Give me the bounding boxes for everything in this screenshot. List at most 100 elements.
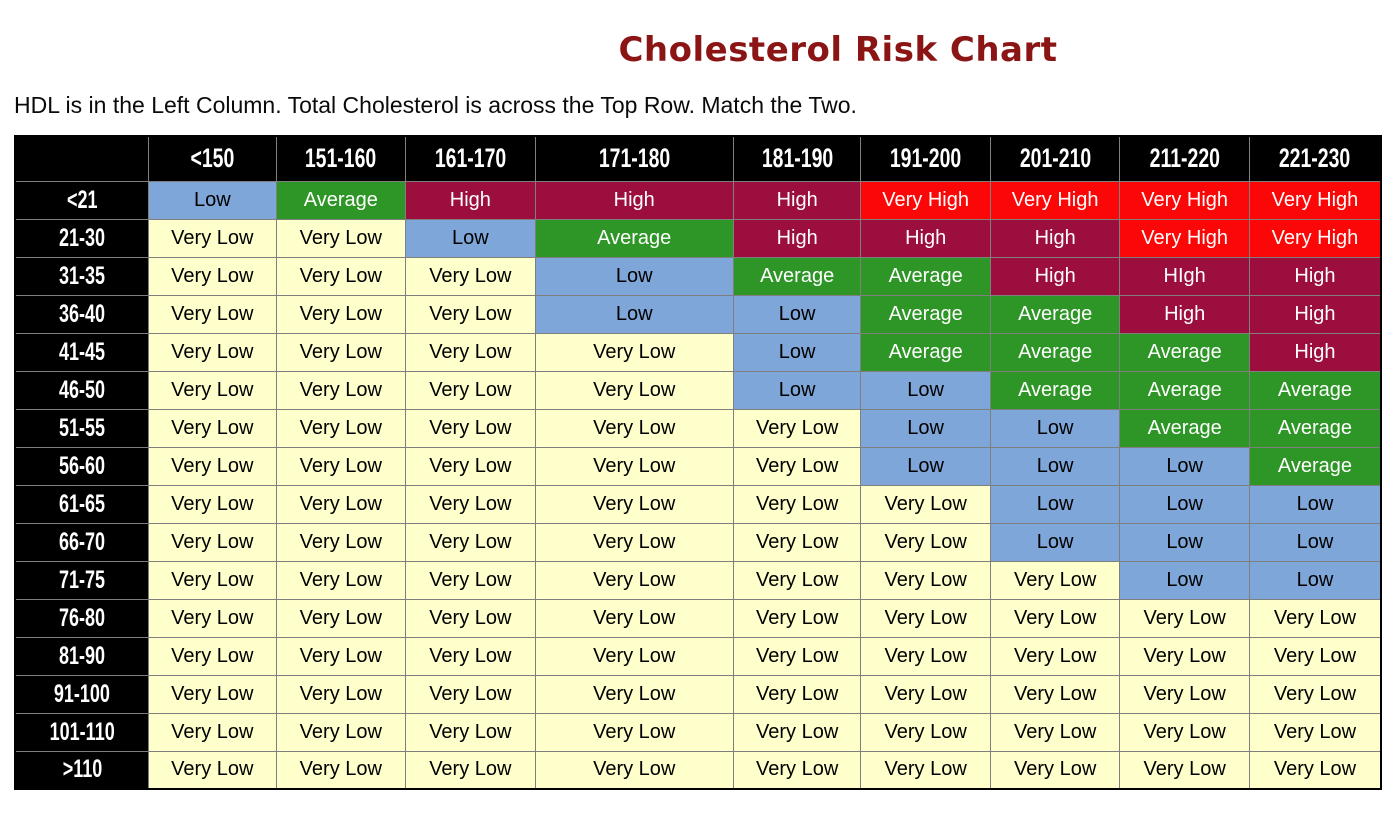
table-row: 31-35 Very Low Very Low Very Low Low Average A…	[14, 256, 1382, 296]
risk-cell: Very Low	[148, 560, 277, 600]
table-row: 71-75 Very Low Very Low Very Low Very Low Ver…	[14, 560, 1382, 600]
risk-cell: Very High	[1248, 180, 1382, 220]
risk-cell: Very Low	[534, 674, 734, 714]
risk-cell: Very Low	[405, 370, 536, 410]
corner-cell	[14, 135, 150, 182]
row-header-hdl: 91-100	[14, 674, 150, 714]
risk-cell: Very Low	[148, 750, 277, 790]
risk-cell: Average	[1248, 408, 1382, 448]
risk-cell: Very Low	[860, 750, 991, 790]
risk-cell: Very Low	[148, 294, 277, 334]
risk-cell: Very Low	[534, 750, 734, 790]
risk-cell: Very Low	[275, 712, 407, 752]
table-row: 51-55 Very Low Very Low Very Low Very Low Ver…	[14, 408, 1382, 448]
risk-cell: Very Low	[534, 332, 734, 372]
risk-cell: Low	[1119, 560, 1250, 600]
risk-cell: High	[405, 180, 536, 220]
risk-cell: Very Low	[1248, 712, 1382, 752]
risk-cell: Very Low	[1119, 636, 1250, 676]
row-header-hdl: 51-55	[14, 408, 150, 448]
col-header: 221-230	[1248, 135, 1382, 182]
risk-cell: Low	[1119, 484, 1250, 524]
risk-cell: Average	[989, 332, 1121, 372]
col-header: 151-160	[275, 135, 407, 182]
table-row: 41-45 Very Low Very Low Very Low Very Low Low…	[14, 332, 1382, 372]
risk-cell: Average	[860, 332, 991, 372]
risk-cell: Very Low	[534, 636, 734, 676]
risk-cell: High	[860, 218, 991, 258]
risk-cell: Very Low	[1119, 674, 1250, 714]
table-row: 46-50 Very Low Very Low Very Low Very Low Low…	[14, 370, 1382, 410]
risk-cell: High	[534, 180, 734, 220]
risk-cell: Very Low	[989, 636, 1121, 676]
risk-cell: Low	[1119, 522, 1250, 562]
risk-cell: Very Low	[148, 522, 277, 562]
col-header: 211-220	[1119, 135, 1250, 182]
row-header-hdl: 36-40	[14, 294, 150, 334]
risk-cell: Average	[860, 294, 991, 334]
risk-cell: High	[732, 180, 862, 220]
risk-cell: Very Low	[732, 712, 862, 752]
risk-cell: Very Low	[275, 370, 407, 410]
risk-cell: Average	[989, 294, 1121, 334]
risk-cell: High	[1119, 294, 1250, 334]
risk-cell: Low	[732, 294, 862, 334]
risk-cell: Very Low	[534, 560, 734, 600]
risk-cell: Average	[275, 180, 407, 220]
table-row: <21 Low Average High High High Very High Very H…	[14, 180, 1382, 220]
risk-cell: Low	[148, 180, 277, 220]
risk-cell: Very Low	[275, 674, 407, 714]
col-header: 201-210	[989, 135, 1121, 182]
table-row: 66-70 Very Low Very Low Very Low Very Low Ver…	[14, 522, 1382, 562]
risk-cell: Very Low	[275, 218, 407, 258]
risk-cell: Very Low	[989, 598, 1121, 638]
risk-cell: Very Low	[148, 636, 277, 676]
risk-cell: Very Low	[405, 712, 536, 752]
risk-cell: Very Low	[405, 560, 536, 600]
table-row: >110 Very Low Very Low Very Low Very Low Very…	[14, 750, 1382, 790]
risk-cell: Very Low	[534, 484, 734, 524]
risk-cell: Very Low	[732, 598, 862, 638]
row-header-hdl: 76-80	[14, 598, 150, 638]
risk-cell: Average	[1119, 408, 1250, 448]
risk-cell: Very Low	[732, 636, 862, 676]
risk-cell: Low	[1248, 522, 1382, 562]
row-header-hdl: >110	[14, 750, 150, 790]
risk-cell: Low	[1119, 446, 1250, 486]
risk-cell: HIgh	[1119, 256, 1250, 296]
risk-cell: Very Low	[275, 332, 407, 372]
table-body: <21 Low Average High High High Very High Very H…	[14, 180, 1382, 790]
risk-cell: Very Low	[860, 598, 991, 638]
row-header-hdl: 31-35	[14, 256, 150, 296]
col-header: 161-170	[405, 135, 536, 182]
risk-cell: Very Low	[148, 712, 277, 752]
risk-cell: Very Low	[534, 446, 734, 486]
risk-cell: Low	[1248, 484, 1382, 524]
table-row: 91-100 Very Low Very Low Very Low Very Low Ve…	[14, 674, 1382, 714]
risk-cell: Very Low	[275, 636, 407, 676]
cholesterol-risk-table: <150 151-160 161-170 171-180 181-190 191-200 2…	[14, 135, 1382, 790]
table-row: 81-90 Very Low Very Low Very Low Very Low Ver…	[14, 636, 1382, 676]
row-header-hdl: 71-75	[14, 560, 150, 600]
row-header-hdl: 81-90	[14, 636, 150, 676]
row-header-hdl: 41-45	[14, 332, 150, 372]
risk-cell: Low	[989, 408, 1121, 448]
risk-cell: Very Low	[860, 522, 991, 562]
risk-cell: Very Low	[275, 484, 407, 524]
risk-cell: Very Low	[534, 370, 734, 410]
risk-cell: Very High	[1119, 180, 1250, 220]
risk-cell: Low	[860, 370, 991, 410]
risk-cell: Average	[1119, 332, 1250, 372]
risk-cell: Average	[534, 218, 734, 258]
risk-cell: Very Low	[405, 636, 536, 676]
risk-cell: Low	[534, 256, 734, 296]
row-header-hdl: 56-60	[14, 446, 150, 486]
risk-cell: Very Low	[732, 560, 862, 600]
risk-cell: Very Low	[1248, 598, 1382, 638]
risk-cell: High	[989, 218, 1121, 258]
table-row: 76-80 Very Low Very Low Very Low Very Low Ver…	[14, 598, 1382, 638]
risk-cell: Very Low	[1119, 712, 1250, 752]
risk-cell: Very Low	[989, 674, 1121, 714]
risk-cell: Very Low	[405, 408, 536, 448]
